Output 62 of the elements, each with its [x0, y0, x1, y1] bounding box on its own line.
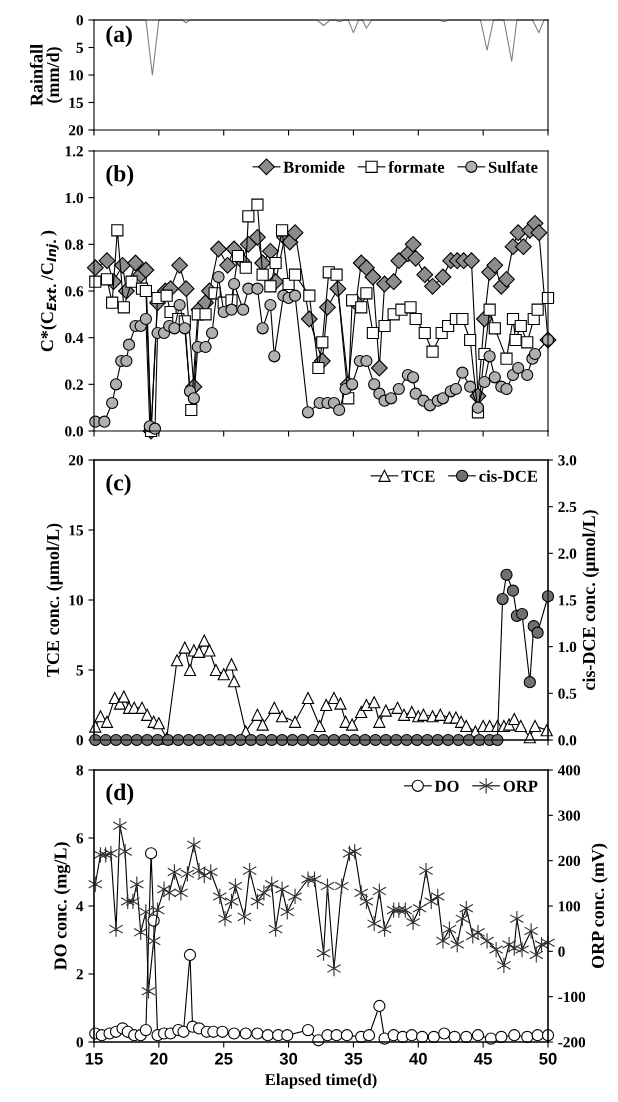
- y-tick-label: 0: [76, 735, 83, 746]
- y-tick-label: 0: [76, 15, 83, 26]
- y2-tick-label: -100: [558, 991, 586, 1003]
- y2-axis-title: ORP conc. (mV): [591, 843, 608, 969]
- y-tick-label: 15: [69, 97, 84, 108]
- y2-tick-label: 2.5: [558, 501, 577, 513]
- y-tick-label: 20: [68, 455, 83, 466]
- legend-label: TCE: [401, 470, 435, 482]
- y-tick-label: 1.0: [65, 192, 83, 204]
- x-tick-label: 25: [215, 1052, 233, 1065]
- annotation: (d): [106, 783, 134, 806]
- y-tick-label: 10: [69, 70, 83, 81]
- y2-tick-label: 400: [557, 765, 581, 776]
- x-tick-label: 50: [539, 1052, 557, 1065]
- y-tick-label: 5: [76, 42, 84, 53]
- legend-label: Sulfate: [488, 160, 538, 173]
- y-tick-label: 8: [76, 765, 84, 776]
- y-tick-label: 0.2: [65, 379, 83, 390]
- y2-axis-title: cis-DCE conc. (μmol/L): [582, 510, 599, 690]
- annotation: (c): [106, 474, 131, 496]
- y-tick-label: 0.8: [65, 239, 84, 250]
- y-axis-title: Rainfall (mm/d): [29, 44, 63, 106]
- y-axis-title: C*(C$_{Ext.}$/C$_{Inj.}$): [40, 230, 59, 352]
- legend-label: DO: [434, 780, 459, 792]
- y-tick-label: 0: [76, 1037, 83, 1048]
- y-axis-title: DO conc. (mg/L): [53, 842, 71, 971]
- x-tick-label: 15: [85, 1053, 103, 1065]
- y2-tick-label: 100: [558, 901, 581, 912]
- y-tick-label: 10: [69, 595, 83, 606]
- y2-tick-label: 200: [558, 855, 581, 867]
- y-tick-label: 5: [76, 665, 84, 676]
- y2-tick-label: -200: [558, 1037, 586, 1048]
- y2-tick-label: 1.0: [558, 641, 577, 653]
- legend-label: formate: [388, 160, 445, 173]
- y2-tick-label: 0: [558, 946, 565, 957]
- x-tick-label: 45: [474, 1053, 492, 1065]
- legend-label: cis-DCE: [479, 470, 538, 482]
- y-tick-label: 0.4: [65, 332, 84, 344]
- annotation: (b): [106, 165, 134, 187]
- y2-tick-label: 300: [558, 810, 581, 821]
- y2-tick-label: 2.0: [558, 548, 577, 559]
- x-tick-label: 35: [344, 1052, 363, 1065]
- y-tick-label: 4: [76, 901, 84, 912]
- y2-tick-label: 0.0: [558, 735, 577, 746]
- legend-label: Bromide: [283, 161, 345, 173]
- y-tick-label: 6: [76, 833, 84, 844]
- legend-label: ORP: [503, 780, 538, 792]
- y2-tick-label: 3.0: [558, 455, 577, 466]
- y-tick-label: 15: [69, 525, 84, 536]
- x-axis-title: Elapsed time(d): [265, 1073, 377, 1089]
- y-tick-label: 2: [76, 969, 83, 980]
- y2-tick-label: 1.5: [558, 595, 577, 606]
- x-tick-label: 20: [150, 1052, 168, 1065]
- y-tick-label: 1.2: [65, 146, 83, 157]
- y-tick-label: 20: [68, 125, 83, 136]
- x-tick-label: 30: [279, 1052, 298, 1065]
- y-tick-label: 0.6: [65, 286, 84, 297]
- y-axis-title: TCE conc. (μmol/L): [46, 523, 63, 677]
- x-tick-label: 40: [409, 1052, 427, 1065]
- annotation: (a): [106, 25, 132, 47]
- y2-tick-label: 0.5: [558, 688, 577, 699]
- y-tick-label: 0.0: [65, 426, 83, 437]
